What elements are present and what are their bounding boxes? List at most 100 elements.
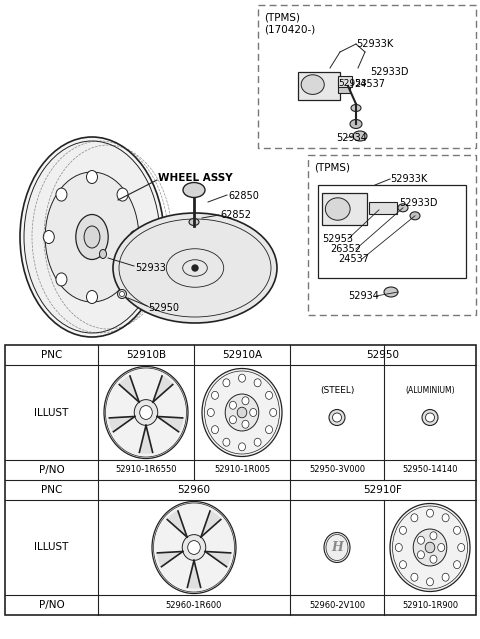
Ellipse shape (229, 401, 237, 409)
Ellipse shape (182, 535, 206, 560)
Ellipse shape (223, 438, 230, 446)
Polygon shape (157, 417, 182, 432)
Ellipse shape (411, 514, 418, 522)
Ellipse shape (301, 75, 324, 95)
Polygon shape (201, 511, 221, 537)
Text: (TPMS): (TPMS) (314, 162, 350, 172)
Ellipse shape (351, 105, 361, 111)
Polygon shape (109, 417, 135, 432)
Ellipse shape (413, 529, 447, 566)
Text: PNC: PNC (41, 350, 62, 360)
Text: 52910-1R900: 52910-1R900 (402, 601, 458, 610)
Polygon shape (322, 193, 367, 225)
Text: 52953: 52953 (338, 79, 367, 88)
Ellipse shape (56, 188, 67, 201)
Ellipse shape (113, 213, 277, 323)
Ellipse shape (411, 573, 418, 581)
Text: 24537: 24537 (354, 79, 385, 89)
Ellipse shape (86, 171, 97, 183)
Ellipse shape (237, 407, 247, 418)
Ellipse shape (410, 212, 420, 220)
Text: WHEEL ASSY: WHEEL ASSY (158, 173, 233, 183)
Ellipse shape (86, 291, 97, 304)
Ellipse shape (458, 544, 465, 551)
Text: 52950-14140: 52950-14140 (402, 465, 458, 475)
Text: 52960-1R600: 52960-1R600 (166, 601, 222, 610)
Ellipse shape (229, 416, 237, 424)
Text: PNC: PNC (41, 485, 62, 495)
Ellipse shape (250, 408, 257, 417)
Polygon shape (338, 79, 350, 93)
Text: 52910F: 52910F (363, 485, 402, 495)
Ellipse shape (454, 527, 460, 534)
Polygon shape (187, 560, 201, 588)
Text: 26352: 26352 (330, 244, 361, 254)
Text: 62852: 62852 (220, 210, 251, 220)
Ellipse shape (76, 215, 108, 259)
Ellipse shape (223, 379, 230, 387)
Ellipse shape (104, 367, 188, 459)
Text: (ALUMINIUM): (ALUMINIUM) (405, 386, 455, 395)
Ellipse shape (384, 287, 398, 297)
Ellipse shape (84, 226, 100, 248)
Ellipse shape (212, 426, 218, 434)
Ellipse shape (333, 413, 341, 422)
Ellipse shape (254, 438, 261, 446)
Text: 52953: 52953 (322, 234, 353, 244)
Ellipse shape (207, 408, 214, 417)
Ellipse shape (254, 379, 261, 387)
Ellipse shape (212, 391, 218, 399)
Polygon shape (205, 551, 230, 567)
Ellipse shape (390, 504, 470, 592)
Text: 52934: 52934 (336, 133, 367, 143)
Text: H: H (331, 541, 343, 554)
Ellipse shape (350, 119, 362, 128)
Ellipse shape (130, 231, 141, 243)
Text: 52910B: 52910B (126, 350, 166, 360)
Ellipse shape (140, 406, 152, 419)
Ellipse shape (418, 551, 424, 558)
Ellipse shape (188, 541, 200, 555)
Text: 52910-1R6550: 52910-1R6550 (115, 465, 177, 475)
Text: 62850: 62850 (228, 191, 259, 201)
Polygon shape (167, 511, 187, 537)
Ellipse shape (422, 410, 438, 426)
Text: P/NO: P/NO (38, 600, 64, 610)
Ellipse shape (454, 560, 460, 569)
Text: 52960-2V100: 52960-2V100 (309, 601, 365, 610)
Ellipse shape (399, 527, 407, 534)
Text: 52933K: 52933K (390, 174, 427, 184)
Text: (TPMS): (TPMS) (264, 13, 300, 23)
Ellipse shape (239, 443, 245, 451)
Ellipse shape (239, 374, 245, 382)
Ellipse shape (242, 420, 249, 428)
Ellipse shape (152, 502, 236, 594)
Ellipse shape (183, 183, 205, 197)
Ellipse shape (117, 188, 128, 201)
Text: 52950: 52950 (367, 350, 399, 360)
Text: 52960: 52960 (178, 485, 211, 495)
Polygon shape (157, 551, 183, 567)
Ellipse shape (56, 273, 67, 286)
Ellipse shape (430, 555, 437, 563)
Polygon shape (338, 76, 352, 88)
Ellipse shape (325, 198, 350, 220)
Polygon shape (369, 202, 397, 214)
Ellipse shape (270, 408, 276, 417)
Ellipse shape (24, 141, 160, 333)
Text: 52933K: 52933K (356, 39, 393, 49)
Ellipse shape (398, 204, 408, 212)
Text: (STEEL): (STEEL) (320, 386, 354, 395)
Text: 24537: 24537 (338, 254, 369, 264)
Polygon shape (139, 426, 153, 453)
Text: ILLUST: ILLUST (34, 408, 69, 417)
Ellipse shape (43, 231, 54, 243)
Text: 52933: 52933 (135, 263, 166, 273)
Ellipse shape (117, 273, 128, 286)
Ellipse shape (45, 172, 139, 302)
Ellipse shape (425, 543, 435, 553)
Text: 52910A: 52910A (222, 350, 262, 360)
Ellipse shape (99, 249, 107, 259)
Text: 52950: 52950 (148, 303, 179, 313)
Polygon shape (119, 376, 139, 402)
